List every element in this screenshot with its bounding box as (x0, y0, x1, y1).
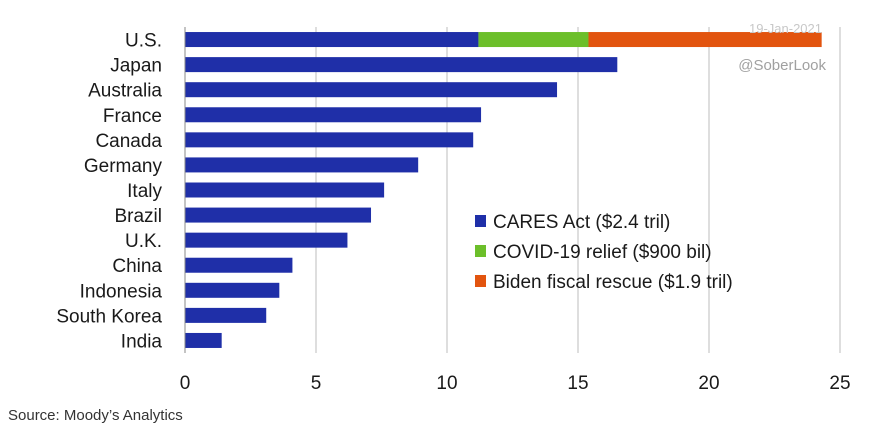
category-labels: U.S. Japan Australia France Canada Germany Ita… (56, 31, 162, 353)
x-tick-label: 20 (698, 373, 719, 394)
category-label: Brazil (114, 206, 162, 227)
bar-japan-series-1 (185, 57, 618, 73)
bar-u-s-series-2 (478, 32, 589, 48)
bar-india-series-1 (185, 332, 222, 348)
legend-label: CARES Act ($2.4 tril) (493, 212, 670, 233)
legend-label: Biden fiscal rescue ($1.9 tril) (493, 272, 733, 293)
category-label: India (121, 331, 163, 352)
category-label: China (112, 256, 162, 277)
legend-label: COVID-19 relief ($900 bil) (493, 242, 712, 263)
legend: CARES Act ($2.4 tril) COVID-19 relief ($9… (475, 212, 733, 293)
x-tick-label: 15 (567, 373, 588, 394)
legend-swatch (475, 275, 486, 287)
watermark-handle: @SoberLook (738, 57, 826, 74)
bar-canada-series-1 (185, 132, 474, 148)
bar-italy-series-1 (185, 182, 385, 198)
gridlines (315, 27, 841, 353)
bar-china-series-1 (185, 257, 293, 273)
x-tick-label: 10 (436, 373, 457, 394)
bar-australia-series-1 (185, 82, 558, 98)
bar-south-korea-series-1 (185, 307, 267, 323)
x-tick-label: 0 (180, 373, 191, 394)
category-label: Australia (88, 81, 162, 102)
category-label: Germany (84, 156, 163, 177)
bar-u-k-series-1 (185, 232, 348, 248)
bar-indonesia-series-1 (185, 282, 280, 298)
category-label: Italy (127, 181, 162, 202)
x-tick-labels: 0 5 10 15 20 25 (180, 373, 851, 394)
legend-swatch (475, 215, 486, 227)
x-tick-label: 25 (829, 373, 850, 394)
category-label: U.S. (125, 31, 162, 52)
bar-brazil-series-1 (185, 207, 372, 223)
category-label: South Korea (56, 306, 162, 327)
category-label: Indonesia (80, 281, 163, 302)
bar-germany-series-1 (185, 157, 419, 173)
category-label: U.K. (125, 231, 162, 252)
category-label: Canada (95, 131, 162, 152)
bar-u-s-series-1 (185, 32, 479, 48)
legend-swatch (475, 245, 486, 257)
bar-u-s-series-3 (588, 32, 822, 48)
date-stamp: 19-Jan-2021 (749, 21, 822, 36)
bar-france-series-1 (185, 107, 482, 123)
x-tick-label: 5 (311, 373, 322, 394)
category-label: Japan (110, 56, 162, 77)
source-note: Source: Moody’s Analytics (8, 407, 183, 424)
category-label: France (103, 106, 162, 127)
bars (185, 32, 822, 348)
